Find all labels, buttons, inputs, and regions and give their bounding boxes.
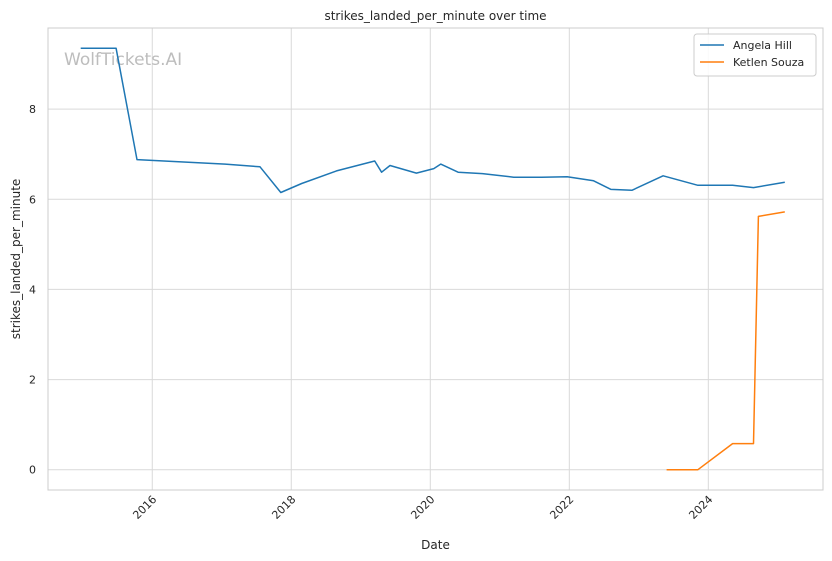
series-line (80, 47, 785, 194)
grid (48, 28, 823, 490)
y-tick-label: 4 (29, 283, 36, 296)
watermark-text: WolfTickets.AI (64, 50, 182, 70)
y-tick-label: 6 (29, 193, 36, 206)
legend-label: Ketlen Souza (733, 56, 804, 69)
y-tick-label: 0 (29, 464, 36, 477)
legend-label: Angela Hill (733, 39, 792, 52)
y-tick-label: 8 (29, 103, 36, 116)
y-tick-label: 2 (29, 374, 36, 387)
legend: Angela Hill Ketlen Souza (693, 33, 817, 77)
y-tick-labels: 0 2 4 6 8 (29, 103, 36, 477)
legend-box (693, 33, 817, 77)
x-axis-label: Date (421, 538, 450, 552)
series-lines (80, 47, 785, 471)
series-line (666, 211, 785, 471)
plot-frame (47, 27, 824, 491)
y-axis-label: strikes_landed_per_minute (9, 179, 23, 340)
chart-title: strikes_landed_per_minute over time (324, 9, 546, 23)
